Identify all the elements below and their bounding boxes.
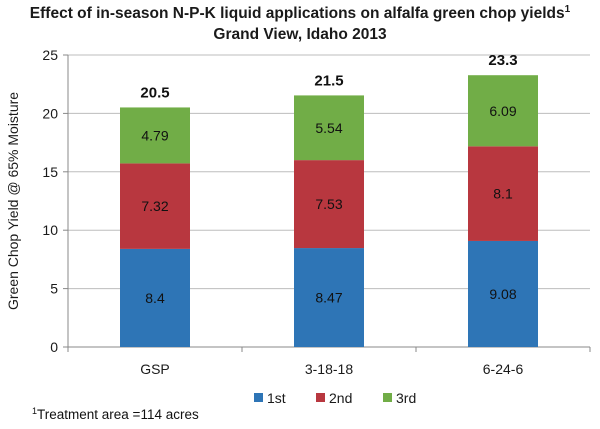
x-tick-label: GSP <box>140 361 170 377</box>
total-label: 20.5 <box>140 84 169 101</box>
y-tick-label: 0 <box>50 339 58 355</box>
data-label: 6.09 <box>489 103 516 119</box>
data-label: 7.53 <box>315 196 342 212</box>
legend-swatch-2nd <box>316 393 325 402</box>
data-label: 7.32 <box>141 198 168 214</box>
y-tick-label: 25 <box>42 47 58 63</box>
bar-3rd-GSP <box>120 107 190 164</box>
y-tick-label: 5 <box>50 281 58 297</box>
bar-1st-6-24-6 <box>468 240 538 347</box>
x-tick-label: 3-18-18 <box>305 361 353 377</box>
legend-swatch-3rd <box>383 393 392 402</box>
y-axis-label: Green Chop Yield @ 65% Moisture <box>5 92 21 310</box>
chart-title: Effect of in-season N-P-K liquid applica… <box>30 4 571 22</box>
data-label: 8.47 <box>315 290 342 306</box>
y-tick-label: 10 <box>42 222 58 238</box>
title-superscript: 1 <box>565 4 571 15</box>
legend-label: 2nd <box>329 390 352 406</box>
legend-swatch-1st <box>254 393 263 402</box>
total-label: 23.3 <box>488 52 517 69</box>
bar-3rd-3-18-18 <box>294 95 364 161</box>
data-label: 5.54 <box>315 120 342 136</box>
bar-2nd-3-18-18 <box>294 160 364 249</box>
bar-1st-3-18-18 <box>294 248 364 347</box>
chart-subtitle: Grand View, Idaho 2013 <box>213 26 387 43</box>
x-tick-label: 6-24-6 <box>483 361 524 377</box>
bar-3rd-6-24-6 <box>468 75 538 147</box>
data-label: 9.08 <box>489 286 516 302</box>
data-label: 4.79 <box>141 127 168 143</box>
bar-2nd-GSP <box>120 163 190 249</box>
legend-label: 1st <box>267 390 286 406</box>
legend-label: 3rd <box>396 390 416 406</box>
data-label: 8.1 <box>493 186 513 202</box>
total-label: 21.5 <box>314 72 343 89</box>
footnote: 1Treatment area =114 acres <box>32 406 199 422</box>
y-tick-label: 20 <box>42 105 58 121</box>
bar-1st-GSP <box>120 248 190 347</box>
y-tick-label: 15 <box>42 164 58 180</box>
bar-2nd-6-24-6 <box>468 146 538 241</box>
data-label: 8.4 <box>145 290 165 306</box>
